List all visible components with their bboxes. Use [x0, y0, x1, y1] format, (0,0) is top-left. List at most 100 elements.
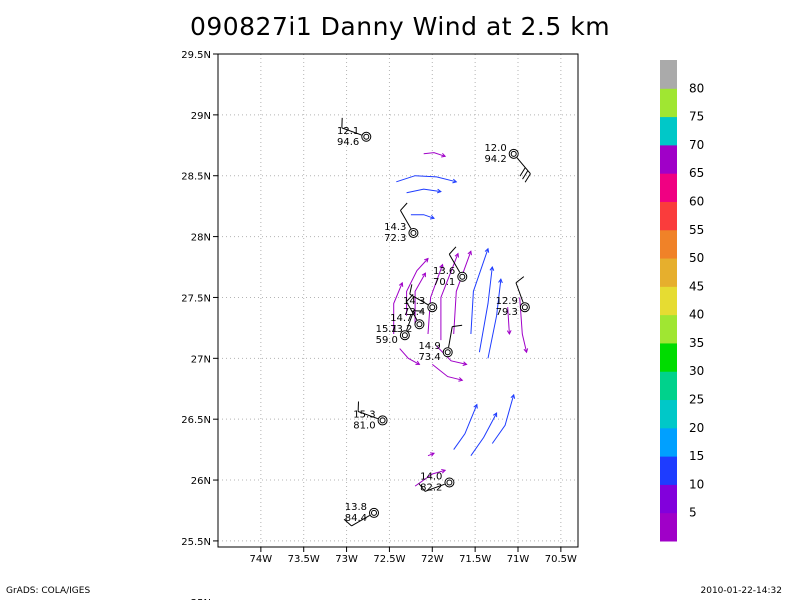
colorbar-swatch — [660, 342, 677, 372]
streamline-arrowhead — [510, 393, 516, 399]
footer-credit: GrADS: COLA/IGES — [6, 586, 91, 596]
streamline — [414, 272, 426, 325]
streamline — [453, 404, 478, 450]
streamline-arrowhead — [498, 278, 503, 284]
station-marker-inner — [371, 509, 377, 516]
colorbar-swatch — [660, 286, 677, 316]
streamline-arrowhead — [473, 403, 478, 409]
colorbar-label: 75 — [689, 110, 704, 124]
wind-barb-flag — [448, 246, 457, 255]
y-tick-label: 25N — [191, 598, 211, 600]
streamline — [427, 452, 435, 457]
streamline-arrowhead — [484, 247, 490, 253]
station-label-top: 14.9 — [418, 341, 440, 352]
station-label-top: 15.1 — [376, 324, 398, 335]
wind-barb-flag — [524, 173, 531, 183]
streamline-arrowhead — [415, 360, 421, 365]
streamline-arrowhead — [424, 257, 429, 263]
station-marker — [442, 347, 453, 358]
station-label-top: 13.8 — [345, 502, 367, 513]
streamline-arrowhead — [436, 188, 442, 194]
y-tick-label: 29N — [191, 111, 211, 122]
colorbar-swatch — [660, 427, 677, 457]
streamline-arrowhead — [523, 348, 529, 354]
y-tick-label: 27.5N — [181, 293, 211, 304]
colorbar-swatch — [660, 258, 677, 287]
station-label-bottom: 70.1 — [433, 277, 455, 288]
y-tick-label: 27N — [191, 354, 211, 365]
station-label-bottom: 79.3 — [496, 307, 518, 318]
station-marker-inner — [446, 479, 453, 486]
chart-title: 090827i1 Danny Wind at 2.5 km — [189, 12, 611, 41]
wind-barb-flag — [343, 518, 352, 527]
streamline — [478, 266, 493, 353]
wind-barb-staff — [351, 514, 370, 527]
x-tick-label: 74W — [250, 554, 273, 565]
colorbar-swatch — [660, 229, 677, 259]
streamline — [440, 253, 459, 341]
x-tick-label: 72W — [421, 554, 444, 565]
wind-barb-flag — [515, 276, 525, 284]
station-marker — [377, 415, 388, 426]
station-marker — [414, 319, 425, 330]
station-label-bottom: 94.2 — [484, 154, 506, 165]
streamline — [431, 364, 463, 381]
streamline — [406, 258, 429, 316]
colorbar-label: 25 — [689, 393, 704, 407]
colorbar-label: 30 — [689, 364, 704, 378]
wind-barb-flag — [418, 483, 426, 492]
station-marker — [369, 507, 379, 518]
colorbar-swatch — [660, 201, 677, 231]
wind-barb-flag — [406, 293, 414, 303]
station-marker — [408, 227, 419, 238]
station-marker-inner — [429, 304, 436, 311]
station-label-top: 14.3 — [403, 296, 425, 307]
wind-barb-staff — [448, 326, 453, 348]
y-tick-label: 25.5N — [181, 537, 211, 548]
station-marker-inner — [521, 304, 528, 311]
wind-barb-staff — [515, 282, 524, 303]
streamline — [393, 282, 403, 334]
colorbar-label: 60 — [689, 194, 704, 208]
station-label-bottom: 73.2 — [390, 324, 412, 335]
streamline — [399, 348, 420, 365]
station-label-top: 12.1 — [337, 126, 359, 137]
streamline-arrowhead — [421, 272, 426, 278]
streamline — [436, 345, 467, 365]
x-tick-label: 70.5W — [545, 554, 577, 565]
x-tick-label: 72.5W — [373, 554, 405, 565]
colorbar-label: 15 — [689, 449, 704, 463]
station-marker — [444, 477, 455, 488]
streamline — [396, 175, 457, 183]
colorbar-swatch — [660, 512, 677, 542]
colorbar-swatch — [660, 399, 677, 429]
streamline-arrowhead — [429, 215, 435, 220]
streamline — [423, 152, 446, 157]
station-marker — [457, 271, 468, 282]
colorbar-swatch — [660, 484, 677, 514]
streamline-layer — [393, 152, 529, 487]
streamline-arrowhead — [467, 250, 472, 256]
station-label-top: 12.0 — [484, 143, 506, 154]
station-label-top: 14.7 — [390, 313, 412, 324]
station-label-bottom: 81.0 — [353, 420, 375, 431]
colorbar-label: 55 — [689, 223, 704, 237]
wind-barb-staff — [424, 483, 445, 492]
station-marker-inner — [416, 321, 423, 328]
wind-barb-flag — [400, 202, 408, 211]
station-marker — [361, 131, 372, 142]
streamline — [487, 279, 502, 359]
wind-barb-staff — [409, 293, 429, 306]
colorbar-label: 35 — [689, 336, 704, 350]
station-marker-inner — [410, 229, 417, 236]
colorbar-label: 45 — [689, 279, 704, 293]
wind-barb-flag — [519, 167, 526, 177]
station-label-top: 15.3 — [353, 409, 375, 420]
wind-barb-staff — [399, 210, 412, 229]
streamline-arrowhead — [462, 361, 468, 366]
streamline-arrowhead — [492, 412, 498, 418]
y-tick-label: 28N — [191, 233, 211, 244]
y-tick-label: 29.5N — [181, 50, 211, 61]
x-tick-label: 71.5W — [459, 554, 491, 565]
station-marker-inner — [444, 349, 451, 356]
